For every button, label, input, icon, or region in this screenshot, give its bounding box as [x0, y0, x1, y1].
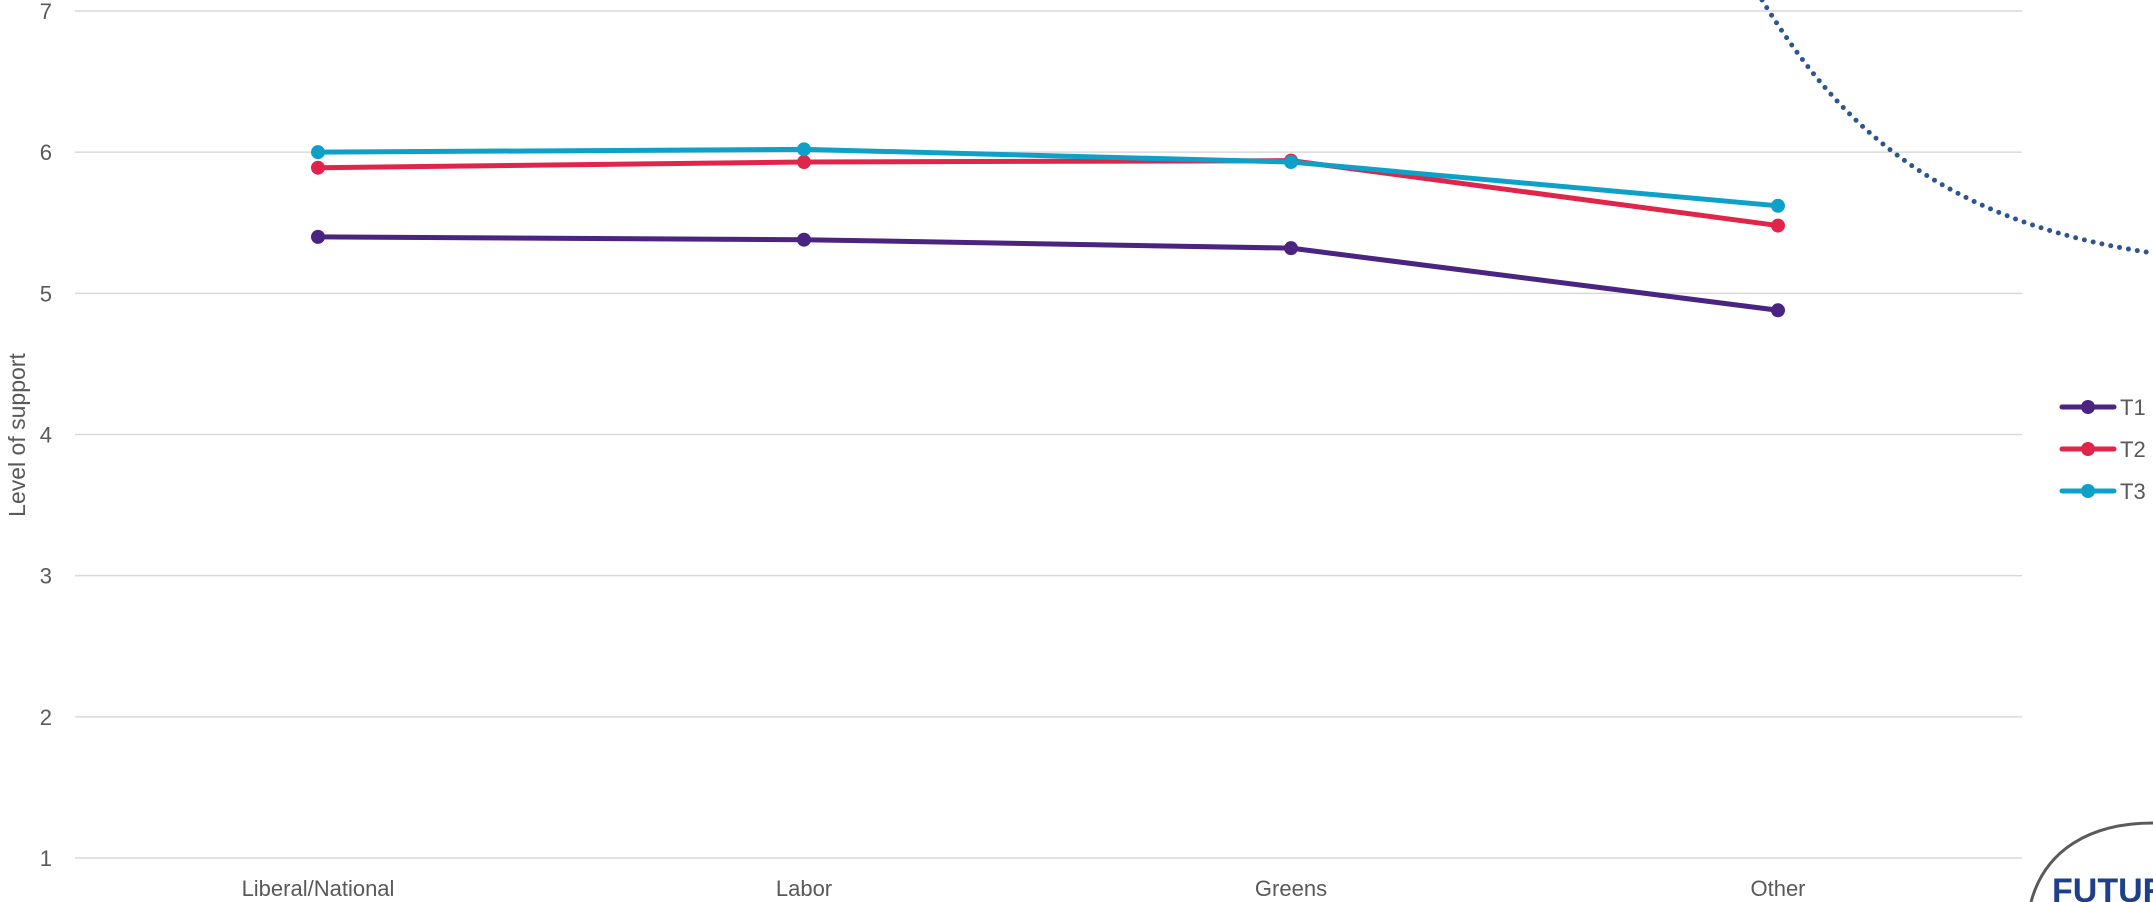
series-line	[315, 146, 1781, 209]
legend-item-T1: T1	[2059, 395, 2146, 420]
data-point	[1771, 218, 1785, 233]
legend-swatch-marker	[2081, 400, 2095, 414]
data-point	[1284, 155, 1298, 170]
x-tick-label: Other	[1750, 876, 1805, 901]
x-tick-label: Liberal/National	[242, 876, 395, 901]
x-tick-labels: Liberal/National Labor Greens Other	[242, 876, 1806, 901]
x-tick-label: Greens	[1255, 876, 1327, 901]
legend-label: T2	[2120, 437, 2146, 462]
gridlines	[75, 10, 2022, 859]
data-point	[311, 145, 325, 160]
legend-item-T3: T3	[2059, 479, 2146, 504]
legend-label: T3	[2120, 479, 2146, 504]
y-axis-title: Level of support	[4, 353, 30, 517]
logo-ring	[2029, 821, 2153, 902]
series-layer	[311, 142, 1785, 318]
y-tick-label: 6	[40, 140, 52, 165]
data-point	[797, 232, 811, 247]
y-tick-label: 7	[40, 0, 52, 24]
data-point	[1771, 198, 1785, 213]
series-line	[315, 158, 1781, 229]
data-point	[1284, 241, 1298, 256]
data-point	[1771, 303, 1785, 318]
data-point	[311, 160, 325, 175]
series-T2	[311, 153, 1785, 233]
y-tick-label: 3	[40, 564, 52, 589]
legend-item-T2: T2	[2059, 437, 2146, 462]
logo: FUTUR	[2029, 821, 2153, 902]
data-point	[797, 142, 811, 157]
legend-swatch-marker	[2081, 484, 2095, 498]
legend-label: T1	[2120, 395, 2146, 420]
y-tick-label: 4	[40, 423, 52, 448]
series-T3	[311, 142, 1785, 213]
data-point	[311, 229, 325, 244]
x-tick-label: Labor	[776, 876, 832, 901]
data-point	[797, 155, 811, 170]
y-tick-label: 5	[40, 281, 52, 306]
y-tick-labels: 1 2 3 4 5 6 7	[40, 0, 52, 871]
series-T1	[311, 229, 1785, 318]
logo-text: FUTUR	[2052, 872, 2153, 902]
decorative-dotted-arc	[1759, 0, 2153, 256]
series-line	[315, 234, 1781, 313]
legend-swatch-marker	[2081, 442, 2095, 456]
legend: T1 T2 T3	[2059, 395, 2146, 504]
y-tick-label: 2	[40, 705, 52, 730]
y-tick-label: 1	[40, 846, 52, 871]
